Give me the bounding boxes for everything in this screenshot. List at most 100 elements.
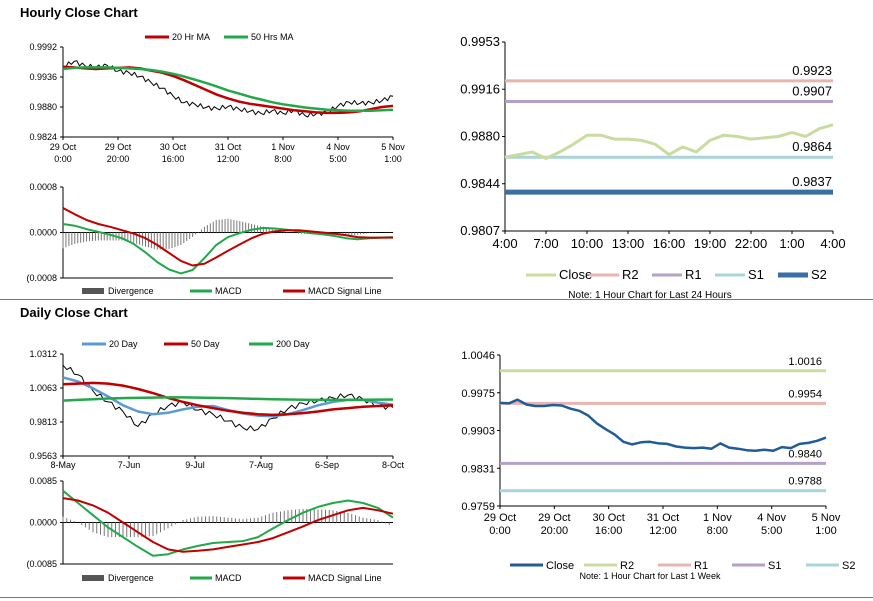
daily-pivot-ytick-label: 0.9831 (461, 463, 495, 475)
daily-pivot-xtick-label: 31 Oct (647, 512, 679, 524)
daily-pivot-xtick-label: 1 Nov (703, 512, 732, 524)
daily-pivot-xtick-label: 29 Oct (538, 512, 570, 524)
daily-pivot-legend-s2-label: S2 (842, 560, 855, 572)
hourly-legend-50hrs-ma-label: 50 Hrs MA (251, 32, 294, 42)
hourly-pivot-s1-level-label: 0.9864 (792, 139, 832, 154)
daily-pivot-legend-r1-label: R1 (694, 560, 708, 572)
daily-pivot-r2-level-label: 1.0016 (788, 356, 822, 368)
hourly-price-xtick-label: 4 Nov (326, 142, 350, 152)
daily-chart-title: Daily Close Chart (20, 305, 128, 320)
hourly-price-close-line (62, 60, 394, 118)
daily-price-close-line (62, 364, 394, 432)
hourly-macd-macd-signal-line-line (62, 207, 393, 267)
hourly-price-xtick-label: 5:00 (329, 154, 347, 164)
daily-price-200-day-line (62, 396, 394, 402)
hourly-pivot-legend-s2-label: S2 (811, 267, 827, 282)
daily-pivot-xtick-label: 30 Oct (592, 512, 624, 524)
daily-pivot-note: Note: 1 Hour Chart for Last 1 Week (580, 571, 721, 581)
daily-pivot-xtick-label: 29 Oct (484, 512, 516, 524)
hourly-pivot-xtick-label: 7:00 (533, 236, 558, 251)
hourly-legend-20hr-ma-label: 20 Hr MA (172, 32, 210, 42)
hourly-pivot-r2-level-label: 0.9923 (792, 63, 832, 78)
hourly-price-xtick-label: 12:00 (217, 154, 240, 164)
hourly-price-50-hrs-ma-line (62, 66, 394, 113)
daily-pivot-xtick-label: 5:00 (761, 525, 782, 537)
daily-pivot-ytick-label: 0.9759 (461, 501, 495, 513)
hourly-price-xtick-label: 31 Oct (215, 142, 242, 152)
hourly-price-xtick-label: 1 Nov (271, 142, 295, 152)
daily-macd-ytick-label: 0.0000 (29, 518, 57, 528)
daily-macd-macd-signal-line-line (62, 497, 394, 553)
daily-macd-ytick-label: 0.0085 (29, 476, 57, 486)
hourly-pivot-r1-level-label: 0.9907 (792, 84, 832, 99)
hourly-pivot-legend-close-label: Close (559, 267, 592, 282)
hourly-pivot-xtick-label: 22:00 (735, 236, 768, 251)
hourly-price-ytick-label: 0.9992 (29, 42, 57, 52)
hourly-pivot-note: Note: 1 Hour Chart for Last 24 Hours (568, 290, 731, 301)
daily-price-xtick-label: 6-Sep (315, 460, 339, 470)
hourly-pivot-s2-level-label: 0.9837 (792, 174, 832, 189)
hourly-price-xtick-label: 20:00 (107, 154, 130, 164)
daily-pivot-xtick-label: 12:00 (649, 525, 677, 537)
daily-legend-200-day-label: 200 Day (276, 339, 310, 349)
hourly-macd-legend-macd-signal-line-label: MACD Signal Line (308, 286, 382, 296)
hourly-pivot-xtick-label: 13:00 (612, 236, 645, 251)
hourly-price-ytick-label: 0.9880 (29, 102, 57, 112)
hourly-pivot-close-line (504, 123, 834, 160)
daily-macd-legend-macd-label: MACD (215, 573, 242, 583)
hourly-pivot-ytick-label: 0.9916 (460, 81, 500, 96)
daily-price-ytick-label: 0.9563 (29, 451, 57, 461)
section-separator (0, 299, 873, 300)
daily-pivot-legend-s1-label: S1 (768, 560, 781, 572)
daily-pivot-xtick-label: 1:00 (815, 525, 836, 537)
daily-pivot-legend-close-label: Close (546, 560, 574, 572)
hourly-pivot-xtick-label: 19:00 (694, 236, 727, 251)
hourly-pivot-legend-s1-label: S1 (748, 267, 764, 282)
hourly-pivot-xtick-label: 16:00 (653, 236, 686, 251)
daily-price-xtick-label: 8-May (50, 460, 76, 470)
daily-pivot-xtick-label: 4 Nov (757, 512, 786, 524)
daily-price-xtick-label: 9-Jul (185, 460, 205, 470)
daily-pivot-xtick-label: 16:00 (595, 525, 623, 537)
daily-macd-legend-macd-signal-line-label: MACD Signal Line (308, 573, 382, 583)
hourly-price-xtick-label: 1:00 (384, 154, 402, 164)
daily-macd-legend-divergence-label: Divergence (108, 573, 154, 583)
hourly-pivot-xtick-label: 1:00 (779, 236, 804, 251)
hourly-pivot-ytick-label: 0.9880 (460, 129, 500, 144)
hourly-pivot-legend-r2-label: R2 (622, 267, 639, 282)
hourly-pivot-ytick-label: 0.9807 (460, 223, 500, 238)
hourly-macd-legend-macd-label: MACD (215, 286, 242, 296)
hourly-price-ytick-label: 0.9936 (29, 72, 57, 82)
hourly-price-ytick-label: 0.9824 (29, 132, 57, 142)
hourly-price-xtick-label: 8:00 (274, 154, 292, 164)
hourly-pivot-ytick-label: 0.9844 (460, 176, 500, 191)
hourly-macd-ytick-label: (0.0008 (26, 273, 57, 283)
daily-pivot-xtick-label: 5 Nov (812, 512, 841, 524)
daily-price-ytick-label: 1.0312 (29, 349, 57, 359)
daily-macd-ytick-label: (0.0085 (26, 559, 57, 569)
hourly-pivot-ytick-label: 0.9953 (460, 34, 500, 49)
hourly-pivot-legend-r1-label: R1 (685, 267, 702, 282)
daily-pivot-r1-level-label: 0.9954 (788, 388, 822, 400)
hourly-price-xtick-label: 16:00 (162, 154, 185, 164)
hourly-pivot-xtick-label: 10:00 (571, 236, 604, 251)
hourly-pivot-xtick-label: 4:00 (492, 236, 517, 251)
hourly-price-xtick-label: 5 Nov (381, 142, 405, 152)
daily-pivot-xtick-label: 20:00 (541, 525, 569, 537)
hourly-price-xtick-label: 30 Oct (160, 142, 187, 152)
daily-pivot-close-line (499, 398, 827, 453)
daily-pivot-s2-level-label: 0.9788 (788, 476, 822, 488)
daily-legend-50-day-label: 50 Day (191, 339, 220, 349)
hourly-price-xtick-label: 29 Oct (50, 142, 77, 152)
daily-pivot-ytick-label: 1.0046 (461, 350, 495, 362)
bottom-border (0, 597, 873, 598)
hourly-macd-legend-divergence-label: Divergence (108, 286, 154, 296)
hourly-price-xtick-label: 29 Oct (105, 142, 132, 152)
daily-pivot-ytick-label: 0.9903 (461, 426, 495, 438)
daily-legend-20-day-label: 20 Day (109, 339, 138, 349)
daily-price-xtick-label: 7-Aug (249, 460, 273, 470)
daily-price-ytick-label: 1.0063 (29, 383, 57, 393)
hourly-macd-legend-divergence-swatch (82, 288, 104, 294)
hourly-chart-title: Hourly Close Chart (20, 5, 138, 20)
